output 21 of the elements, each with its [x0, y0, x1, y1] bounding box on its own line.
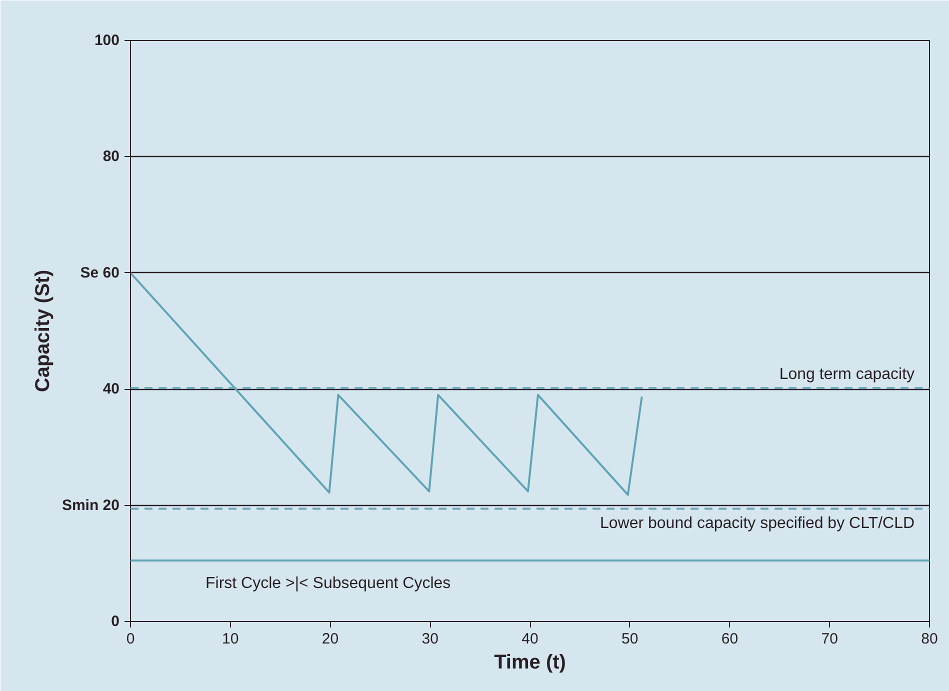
y-tick-label: Se 60 — [80, 264, 120, 282]
line-series — [130, 272, 643, 496]
annotation: First Cycle >|< Subsequent Cycles — [206, 575, 451, 592]
y-tick-label: Smin 20 — [62, 496, 120, 514]
x-tick-label: 30 — [422, 630, 438, 648]
y-tick-label: 0 — [111, 613, 120, 630]
x-tick-label: 10 — [222, 630, 239, 648]
y-tick-label: 40 — [102, 380, 120, 398]
ref-line-label: Long term capacity — [779, 366, 915, 383]
x-axis-title: Time (t) — [494, 652, 566, 674]
x-tick-label: 70 — [821, 630, 838, 648]
y-tick-label: 100 — [94, 32, 120, 49]
x-tick-label: 60 — [721, 630, 738, 648]
x-tick-label: 80 — [921, 630, 938, 648]
x-tick-label: 0 — [126, 630, 135, 648]
x-tick-label: 50 — [622, 630, 638, 648]
y-axis-title: Capacity (St) — [32, 270, 54, 392]
ref-line-label: Lower bound capacity specified by CLT/CLD — [600, 514, 915, 532]
x-tick-label: 20 — [322, 630, 339, 648]
y-tick-label: 80 — [102, 148, 120, 166]
x-tick-label: 40 — [522, 630, 538, 648]
